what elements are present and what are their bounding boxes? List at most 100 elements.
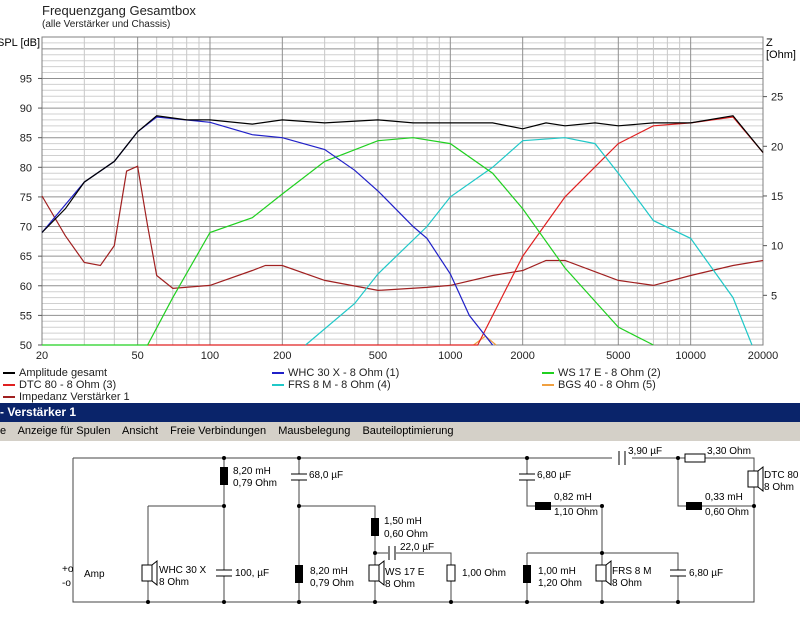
- capacitor-c4[interactable]: [519, 473, 535, 481]
- speaker-dtc80[interactable]: [747, 465, 764, 493]
- legend-item-dtc80: DTC 80 - 8 Ohm (3): [3, 379, 116, 391]
- x-tick-label: 200: [273, 350, 291, 362]
- y2-tick-label: 25: [771, 92, 783, 104]
- amp-minus-terminal[interactable]: -o: [62, 578, 71, 589]
- capacitor-c2[interactable]: [291, 473, 307, 481]
- menu-item-anzeige[interactable]: Anzeige für Spulen: [17, 425, 111, 437]
- y2-tick-label: 10: [771, 241, 783, 253]
- menu-item-ansicht[interactable]: Ansicht: [121, 425, 159, 437]
- capacitor-c1[interactable]: [216, 569, 232, 577]
- y-tick-label: 60: [20, 281, 32, 293]
- junction-dots: [146, 456, 756, 604]
- window-title-bar[interactable]: - Verstärker 1: [0, 403, 800, 422]
- wires-bass-mid: [147, 458, 452, 602]
- y-tick-label: 75: [20, 192, 32, 204]
- x-tick-label: 100: [201, 350, 219, 362]
- l6-value: 0,33 mH: [705, 492, 743, 503]
- menu-item-mausbelegung[interactable]: Mausbelegung: [278, 425, 351, 437]
- c5-value: 6,80 µF: [689, 568, 723, 579]
- ws-impedance: 8 Ohm: [385, 579, 415, 590]
- menu-item-bauteiloptimierung[interactable]: Bauteiloptimierung: [362, 425, 454, 437]
- y2-tick-label: 5: [771, 290, 777, 302]
- x-tick-label: 50: [132, 350, 144, 362]
- inductor-l6[interactable]: [686, 502, 702, 510]
- chart-title: Frequenzgang Gesamtbox: [42, 3, 196, 18]
- amp-plus-terminal[interactable]: +o: [62, 564, 74, 575]
- y-tick-label: 55: [20, 310, 32, 322]
- frs-name: FRS 8 M: [612, 566, 651, 577]
- right-axis-label: Z [Ohm]: [766, 37, 796, 61]
- r1-value: 1,00 Ohm: [462, 568, 506, 579]
- y-tick-label: 80: [20, 162, 32, 174]
- capacitor-c3[interactable]: [388, 546, 396, 560]
- menu-item-file[interactable]: e: [0, 425, 7, 437]
- l1-value: 8,20 mH: [233, 466, 271, 477]
- l3-value: 1,50 mH: [384, 516, 422, 527]
- y-tick-label: 95: [20, 73, 32, 85]
- left-axis-label: SPL [dB]: [0, 37, 41, 49]
- legend-item-whc30x: WHC 30 X - 8 Ohm (1): [272, 367, 399, 379]
- l2-value: 8,20 mH: [310, 566, 348, 577]
- dtc-name: DTC 80: [764, 470, 799, 481]
- c6-value: 3,90 µF: [628, 446, 662, 457]
- speaker-whc30x[interactable]: [141, 559, 158, 587]
- legend-item-impedance: Impedanz Verstärker 1: [3, 391, 130, 403]
- whc-impedance: 8 Ohm: [159, 577, 189, 588]
- resistor-r2[interactable]: [684, 453, 706, 463]
- amp-label: Amp: [84, 569, 105, 580]
- x-tick-label: 500: [369, 350, 387, 362]
- l4-resistance: 1,10 Ohm: [554, 507, 598, 518]
- c3-value: 22,0 µF: [400, 542, 434, 553]
- frs-impedance: 8 Ohm: [612, 578, 642, 589]
- capacitor-c5[interactable]: [670, 569, 686, 577]
- series-line-whc: [41, 116, 494, 346]
- c2-value: 68,0 µF: [309, 470, 343, 481]
- l6-resistance: 0,60 Ohm: [705, 507, 749, 518]
- speaker-ws17e[interactable]: [368, 559, 385, 587]
- l2-resistance: 0,79 Ohm: [310, 578, 354, 589]
- inductor-l3[interactable]: [371, 518, 379, 536]
- y-tick-label: 70: [20, 222, 32, 234]
- y-tick-label: 65: [20, 251, 32, 263]
- y2-tick-label: 15: [771, 191, 783, 203]
- main-wires: [72, 457, 755, 603]
- capacitor-c6[interactable]: [618, 451, 626, 465]
- crossover-schematic[interactable]: +o -o Amp WHC 30 X 8 Ohm 8,20 mH 0,79 Oh…: [0, 441, 800, 644]
- x-tick-label: 10000: [675, 350, 706, 362]
- x-tick-label: 20: [36, 350, 48, 362]
- speaker-frs8m[interactable]: [595, 559, 612, 587]
- r2-value: 3,30 Ohm: [707, 446, 751, 457]
- menu-item-freie-verbindungen[interactable]: Freie Verbindungen: [170, 425, 267, 437]
- y2-tick-label: 20: [771, 141, 783, 153]
- c4-value: 6,80 µF: [537, 470, 571, 481]
- chart-subtitle: (alle Verstärker und Chassis): [42, 19, 171, 30]
- series-line-ws: [42, 137, 654, 346]
- inductor-l2[interactable]: [295, 565, 303, 583]
- y-tick-label: 90: [20, 103, 32, 115]
- legend-item-amplitude: Amplitude gesamt: [3, 367, 107, 379]
- legend-item-ws17e: WS 17 E - 8 Ohm (2): [542, 367, 661, 379]
- inductor-l1[interactable]: [220, 467, 228, 485]
- x-tick-label: 20000: [748, 350, 779, 362]
- x-tick-label: 2000: [510, 350, 534, 362]
- x-tick-label: 1000: [438, 350, 462, 362]
- y-tick-label: 85: [20, 133, 32, 145]
- legend-item-frs8m: FRS 8 M - 8 Ohm (4): [272, 379, 391, 391]
- ws-name: WS 17 E: [385, 567, 425, 578]
- frequency-response-chart: 20 50 100 200 500 1000 2000 5000 10000 20000 50 55 6…: [20, 36, 783, 362]
- inductor-l5[interactable]: [523, 565, 531, 583]
- window-title: - Verstärker 1: [0, 405, 77, 419]
- series-line-bgs: [473, 335, 497, 346]
- l5-resistance: 1,20 Ohm: [538, 578, 582, 589]
- x-tick-label: 5000: [606, 350, 630, 362]
- inductor-l4[interactable]: [535, 502, 551, 510]
- l5-value: 1,00 mH: [538, 566, 576, 577]
- c1-value: 100, µF: [235, 568, 269, 579]
- series-line-dtc: [147, 116, 764, 346]
- legend-item-bgs40: BGS 40 - 8 Ohm (5): [542, 379, 656, 391]
- resistor-r1[interactable]: [446, 564, 456, 582]
- l1-resistance: 0,79 Ohm: [233, 478, 277, 489]
- l3-resistance: 0,60 Ohm: [384, 529, 428, 540]
- dtc-impedance: 8 Ohm: [764, 482, 794, 493]
- series-line-frs: [305, 137, 753, 346]
